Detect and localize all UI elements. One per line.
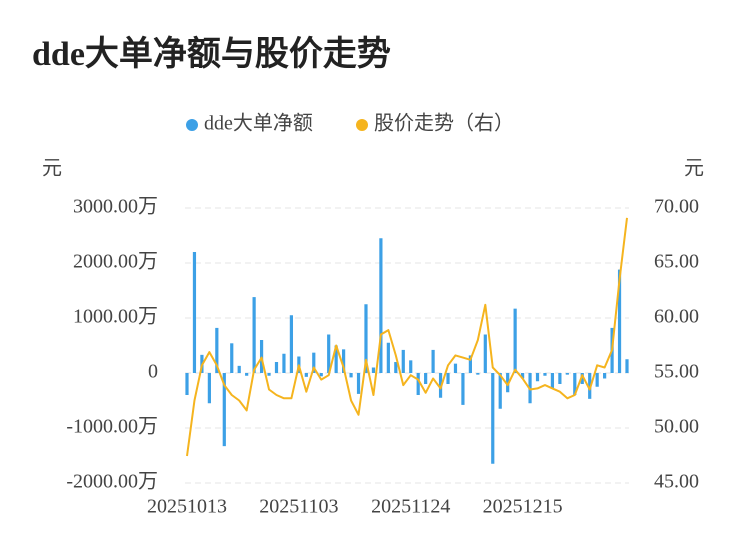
legend-marker [186,119,198,131]
x-tick-label: 20251103 [259,496,338,518]
y2-tick-label: 55.00 [654,361,699,383]
bar [558,373,562,384]
bar [312,352,316,373]
bar [282,353,286,373]
bar [401,349,405,373]
bar [371,367,376,373]
y2-tick-label: 50.00 [654,416,699,438]
legend-label: dde大单净额 [204,112,313,135]
y-tick-label: 2000.00万 [73,251,158,273]
bar [446,373,450,384]
chart-title: dde大单净额与股价走势 [32,35,391,73]
bar [603,373,607,379]
bar [476,373,480,375]
bar [468,355,472,373]
bar [185,373,189,395]
bar [588,373,592,399]
legend-label: 股价走势（右） [374,112,514,135]
bar [535,373,540,382]
bar [237,365,241,373]
bar [625,359,629,373]
bar [304,373,308,377]
bar [506,373,510,393]
bar [416,373,420,395]
y-tick-label: -1000.00万 [66,416,158,438]
bar [267,373,271,376]
y-tick-label: 1000.00万 [73,306,158,328]
bar [289,315,294,373]
x-tick-label: 20251215 [483,496,563,518]
y2-tick-label: 70.00 [654,196,699,218]
bar [274,362,279,373]
y2-tick-label: 45.00 [654,471,699,493]
bar [409,360,413,373]
bar [356,373,361,394]
bar [491,373,495,464]
y2-axis-title: 元 [684,158,704,180]
bar [483,334,487,373]
bar [498,373,502,409]
bar [595,373,599,387]
bar [565,373,569,375]
bar [215,327,219,373]
legend-marker [356,119,368,131]
x-tick-label: 20251124 [371,496,450,518]
x-tick-label: 20251013 [147,496,227,518]
price-line [186,217,628,457]
bar [573,373,577,395]
bar [245,373,249,376]
bar [252,297,256,373]
bar [349,373,353,378]
bar [394,362,398,373]
bar [543,373,547,376]
y-tick-label: -2000.00万 [66,471,158,493]
bar [379,238,383,373]
bar [222,373,226,447]
bar [192,252,197,373]
bar [230,343,234,373]
y-axis-title: 元 [42,158,62,180]
bar [207,373,211,404]
bar [431,349,435,373]
y-tick-label: 0 [148,361,158,383]
y-tick-label: 3000.00万 [73,196,158,218]
bar [550,373,555,389]
bar [386,342,390,373]
bar [617,269,622,373]
bar [580,373,584,384]
bar [334,345,338,373]
bar [319,373,323,377]
y2-tick-label: 65.00 [654,251,699,273]
bar [342,349,346,373]
bar [461,373,465,405]
bar [520,373,525,379]
bar [364,304,368,373]
y2-tick-label: 60.00 [654,306,699,328]
bar [453,363,458,373]
bar [424,373,428,384]
bar [259,340,264,373]
bar [513,308,517,373]
bar [327,334,331,373]
